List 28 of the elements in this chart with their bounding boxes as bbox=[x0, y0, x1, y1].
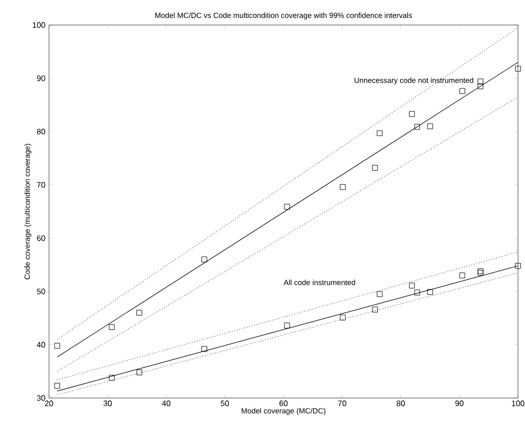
point bbox=[340, 314, 346, 320]
point bbox=[54, 382, 60, 389]
point bbox=[515, 66, 521, 72]
point bbox=[427, 289, 433, 295]
point bbox=[284, 322, 290, 328]
point bbox=[515, 263, 521, 269]
point bbox=[108, 324, 115, 330]
point bbox=[202, 346, 208, 352]
point bbox=[427, 123, 433, 130]
point bbox=[136, 370, 142, 376]
point bbox=[108, 374, 115, 381]
point bbox=[372, 306, 378, 312]
point bbox=[409, 282, 415, 288]
point bbox=[414, 290, 420, 296]
point bbox=[202, 256, 208, 262]
point bbox=[376, 291, 382, 297]
point bbox=[372, 164, 378, 171]
point bbox=[478, 78, 484, 84]
point bbox=[459, 88, 466, 94]
point bbox=[459, 272, 466, 278]
point bbox=[414, 124, 420, 130]
point bbox=[478, 83, 484, 90]
point bbox=[340, 184, 346, 190]
point bbox=[409, 111, 415, 117]
point bbox=[284, 204, 290, 210]
point bbox=[136, 310, 142, 316]
point bbox=[54, 342, 60, 349]
point bbox=[376, 130, 382, 136]
